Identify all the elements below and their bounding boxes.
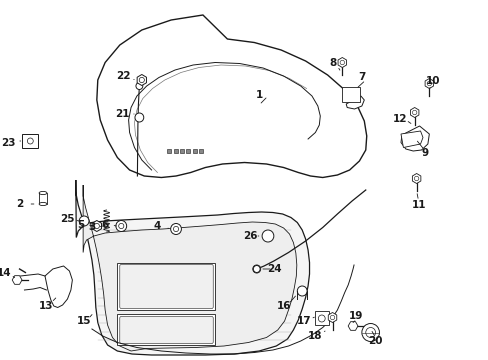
Text: 13: 13 [39, 301, 54, 311]
Circle shape [139, 77, 144, 83]
Text: 14: 14 [0, 267, 11, 278]
Polygon shape [186, 149, 190, 153]
Bar [117, 262, 215, 310]
Circle shape [414, 176, 418, 181]
Circle shape [318, 315, 325, 322]
Circle shape [361, 324, 379, 342]
Text: 3: 3 [88, 222, 95, 233]
Polygon shape [199, 149, 203, 153]
Polygon shape [342, 87, 359, 102]
Ellipse shape [39, 202, 47, 206]
Circle shape [411, 110, 416, 115]
Bar [22, 134, 38, 148]
Circle shape [253, 266, 260, 273]
Text: 12: 12 [392, 114, 407, 124]
Text: 18: 18 [307, 331, 322, 341]
Text: 20: 20 [367, 336, 382, 346]
Circle shape [116, 220, 126, 231]
Text: 1: 1 [255, 90, 262, 100]
Circle shape [136, 82, 142, 90]
Polygon shape [346, 96, 364, 109]
Text: 8: 8 [328, 58, 335, 68]
Circle shape [297, 286, 306, 296]
Polygon shape [76, 180, 309, 355]
Circle shape [330, 315, 334, 320]
FancyBboxPatch shape [120, 316, 213, 343]
Circle shape [173, 226, 178, 231]
Text: 25: 25 [60, 214, 75, 224]
Circle shape [27, 138, 33, 144]
Polygon shape [424, 78, 433, 89]
Polygon shape [314, 311, 328, 325]
Text: 19: 19 [348, 311, 363, 321]
Polygon shape [173, 149, 177, 153]
Circle shape [262, 230, 273, 242]
Polygon shape [92, 220, 102, 231]
Text: 4: 4 [153, 221, 161, 231]
Polygon shape [327, 312, 336, 323]
Text: 22: 22 [116, 71, 130, 81]
Circle shape [365, 328, 375, 338]
Polygon shape [45, 266, 72, 307]
Polygon shape [337, 58, 346, 68]
Text: 11: 11 [411, 200, 426, 210]
FancyBboxPatch shape [120, 265, 213, 309]
Text: 23: 23 [1, 138, 16, 148]
Text: 10: 10 [425, 76, 439, 86]
Circle shape [340, 60, 344, 65]
Polygon shape [400, 126, 428, 151]
Text: 24: 24 [267, 264, 282, 274]
Bar [117, 314, 215, 345]
Text: 17: 17 [296, 316, 311, 326]
Polygon shape [400, 131, 422, 148]
Circle shape [252, 265, 260, 273]
Text: 15: 15 [77, 316, 91, 326]
Text: 2: 2 [16, 199, 23, 209]
Polygon shape [83, 185, 296, 351]
Text: 6: 6 [102, 220, 108, 230]
Polygon shape [411, 174, 420, 184]
Polygon shape [192, 149, 196, 153]
Polygon shape [347, 322, 357, 330]
Circle shape [119, 223, 123, 229]
Circle shape [94, 223, 99, 229]
Text: 21: 21 [115, 109, 129, 119]
Circle shape [170, 224, 181, 234]
Text: 5: 5 [77, 220, 84, 230]
Circle shape [79, 216, 89, 226]
Polygon shape [12, 276, 22, 284]
Polygon shape [409, 108, 418, 117]
Polygon shape [180, 149, 183, 153]
Circle shape [135, 113, 143, 122]
Text: 7: 7 [357, 72, 365, 82]
Text: 26: 26 [243, 231, 257, 241]
Polygon shape [137, 75, 146, 85]
Text: 16: 16 [276, 301, 290, 311]
Polygon shape [97, 15, 366, 177]
Polygon shape [167, 149, 171, 153]
Text: 9: 9 [421, 148, 428, 158]
Circle shape [427, 81, 430, 86]
Ellipse shape [39, 192, 47, 195]
